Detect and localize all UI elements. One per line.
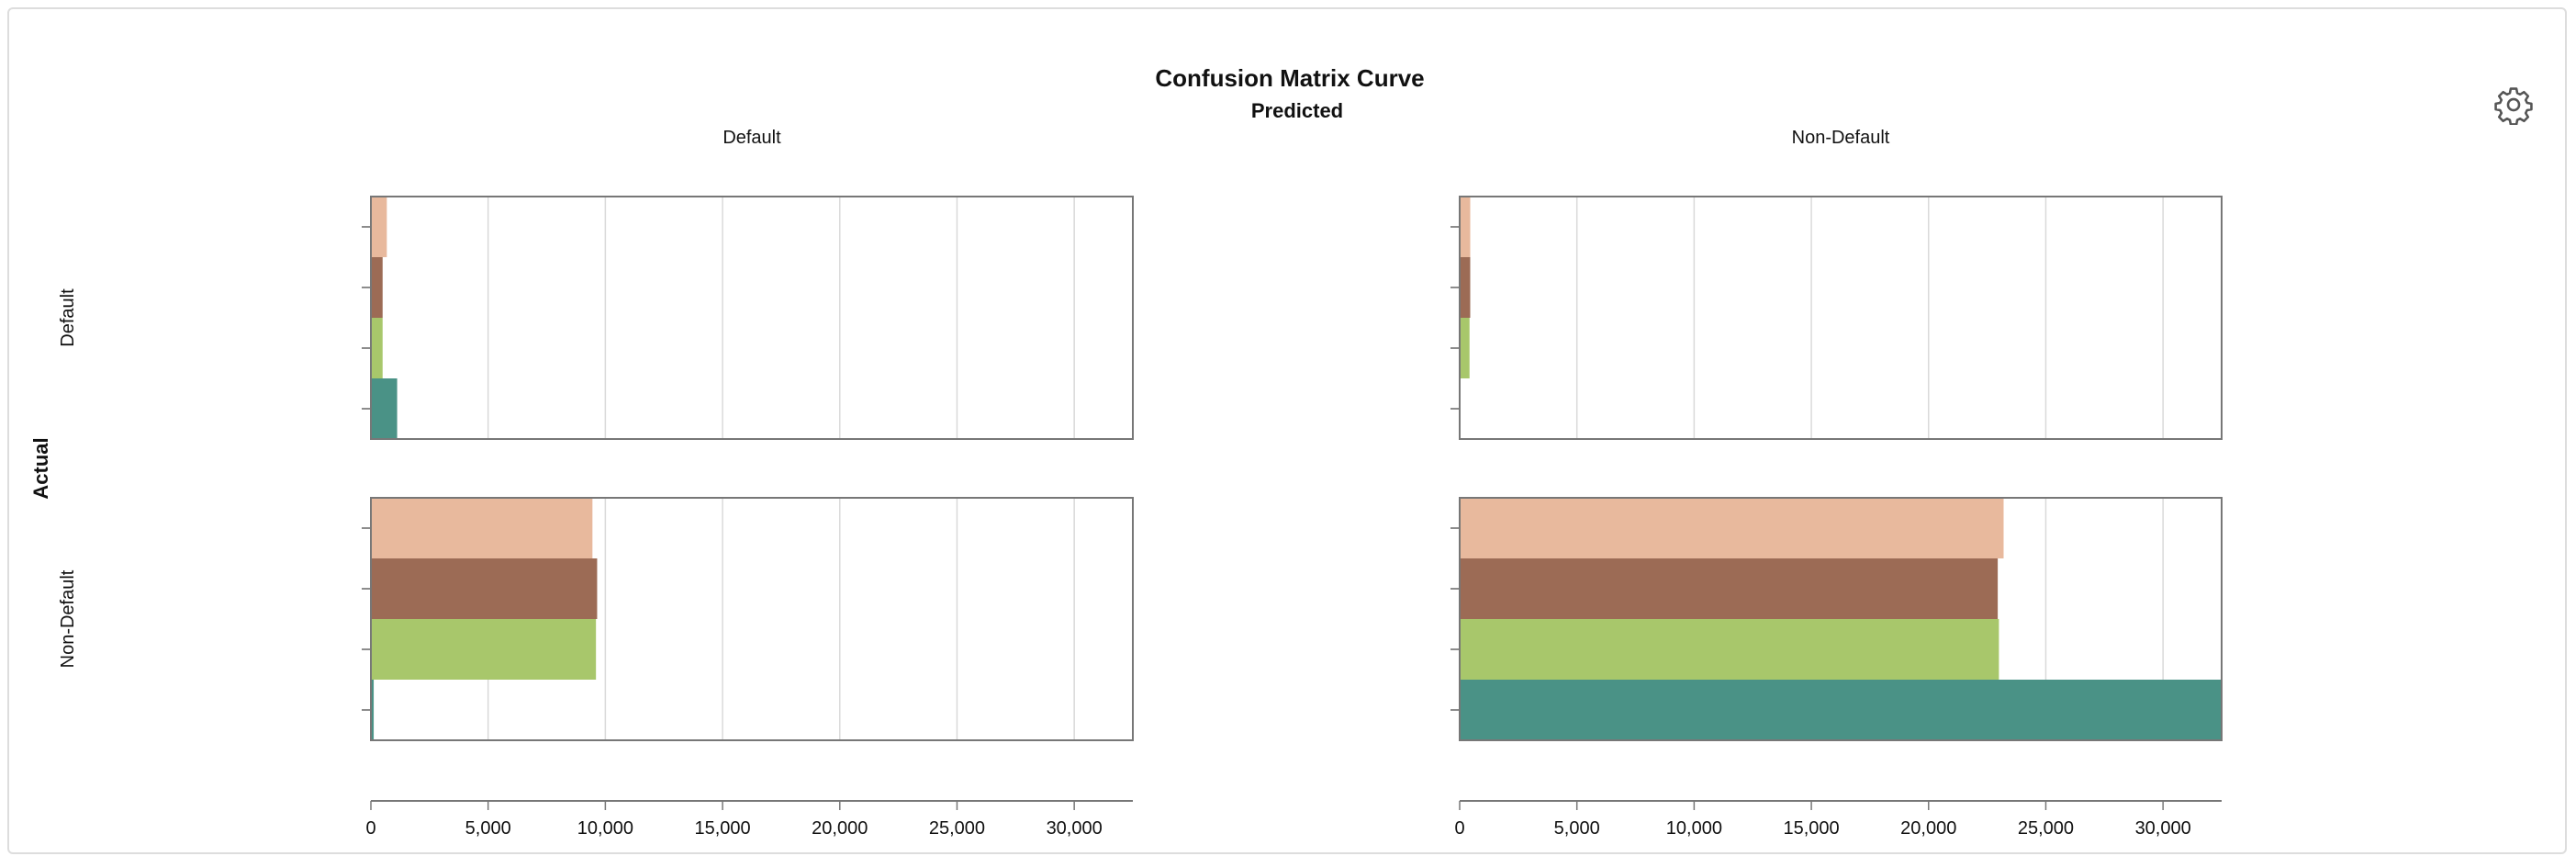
row-header: Default xyxy=(58,288,78,347)
x-tick-label: 20,000 xyxy=(812,818,868,839)
bar xyxy=(1460,619,1999,680)
bar xyxy=(1460,197,1471,257)
chart-title: Confusion Matrix Curve xyxy=(1155,64,1424,92)
x-tick-label: 15,000 xyxy=(1783,818,1839,839)
x-tick-label: 10,000 xyxy=(577,818,633,839)
column-axis-title: Predicted xyxy=(1251,99,1343,122)
bar xyxy=(371,197,387,257)
x-tick-label: 5,000 xyxy=(1554,818,1600,839)
x-tick-label: 0 xyxy=(1454,818,1464,839)
bar xyxy=(1460,498,2004,558)
row-header: Non-Default xyxy=(58,569,78,668)
bar xyxy=(371,257,383,318)
bar xyxy=(371,558,598,619)
bar xyxy=(371,680,375,740)
x-tick-label: 20,000 xyxy=(1900,818,1956,839)
x-tick-label: 15,000 xyxy=(694,818,750,839)
plot-frame xyxy=(1459,196,2223,440)
x-tick-label: 0 xyxy=(365,818,375,839)
x-tick-label: 25,000 xyxy=(2018,818,2074,839)
bar xyxy=(371,318,383,378)
x-tick-label: 25,000 xyxy=(929,818,985,839)
bar xyxy=(1460,558,1999,619)
bar xyxy=(371,378,398,439)
column-header: Non-Default xyxy=(1792,128,1890,148)
bar xyxy=(1460,680,2222,740)
column-header: Default xyxy=(722,128,781,148)
x-tick-label: 30,000 xyxy=(2135,818,2191,839)
row-axis-title: Actual xyxy=(29,437,52,499)
x-tick-label: 30,000 xyxy=(1047,818,1103,839)
x-tick-label: 5,000 xyxy=(465,818,511,839)
settings-button[interactable] xyxy=(2490,81,2537,129)
bar xyxy=(371,498,593,558)
plot-frame xyxy=(1459,497,2223,741)
plot-frame xyxy=(370,497,1134,741)
plot-frame xyxy=(370,196,1134,440)
bar xyxy=(1460,318,1470,378)
bar xyxy=(1460,257,1471,318)
bar xyxy=(371,619,597,680)
gear-icon xyxy=(2494,87,2533,125)
x-tick-label: 10,000 xyxy=(1666,818,1722,839)
